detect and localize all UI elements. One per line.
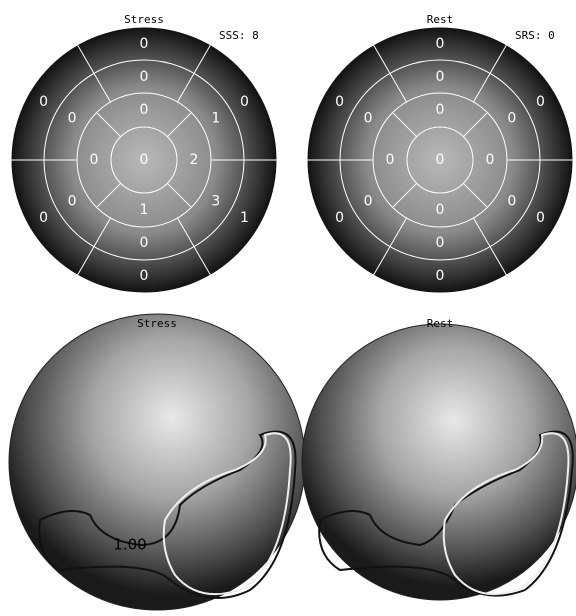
segment-score: 0 [68,111,77,127]
score-label: SSS: 8 [219,29,259,42]
segment-score: 0 [536,94,545,110]
segment-score: 0 [436,268,445,284]
segment-score: 0 [436,69,445,85]
map-title: Rest [427,13,454,26]
segment-score: 0 [140,152,149,168]
segment-score: 0 [335,94,344,110]
segment-score: 0 [140,69,149,85]
segment-score: 0 [536,210,545,226]
segment-score: 0 [364,194,373,210]
segment-score: 0 [140,102,149,118]
segment-score: 0 [436,102,445,118]
contour-label: 1.00 [113,536,146,554]
segment-score: 3 [211,194,220,210]
surface-title: Stress [137,317,177,330]
segment-score: 0 [486,152,495,168]
segment-score: 0 [436,36,445,52]
segment-score: 0 [436,152,445,168]
segment-score: 1 [140,202,149,218]
segment-score: 0 [140,36,149,52]
surface-map [302,324,576,600]
segment-score: 0 [436,235,445,251]
segment-score: 0 [507,111,516,127]
segment-score: 0 [364,111,373,127]
segment-score: 0 [436,202,445,218]
page: Stress Rest 1.00 0 0 0 0 1 0 0 0 0 0 3 1 0 0 1 2 0 Stress… [0,0,576,612]
segment-score: 0 [39,94,48,110]
segment-score: 0 [140,235,149,251]
surface-title: Rest [427,317,454,330]
segment-score: 1 [211,111,220,127]
segment-score: 0 [140,268,149,284]
segment-score: 0 [507,194,516,210]
map-title: Stress [124,13,164,26]
segment-score: 0 [240,94,249,110]
segment-score: 0 [90,152,99,168]
segment-score: 1 [240,210,249,226]
segment-score: 0 [335,210,344,226]
score-label: SRS: 0 [515,29,555,42]
segment-score: 2 [190,152,199,168]
segment-score: 0 [386,152,395,168]
segment-score: 0 [68,194,77,210]
segment-score: 0 [39,210,48,226]
